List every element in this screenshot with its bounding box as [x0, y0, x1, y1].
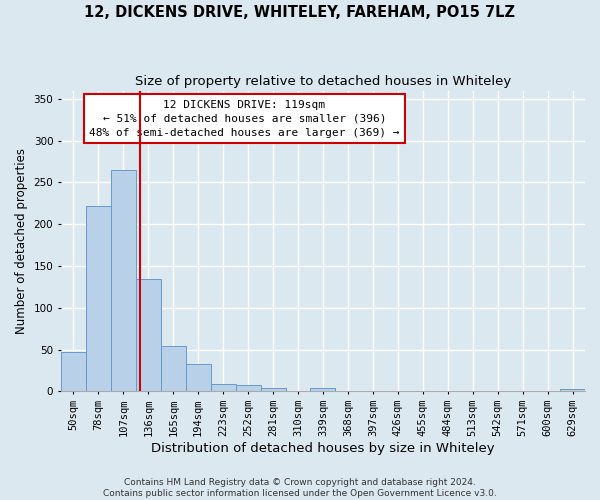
Bar	[211, 384, 236, 392]
Bar	[236, 386, 260, 392]
Text: 12 DICKENS DRIVE: 119sqm
← 51% of detached houses are smaller (396)
48% of semi-: 12 DICKENS DRIVE: 119sqm ← 51% of detach…	[89, 100, 400, 138]
Bar	[560, 389, 585, 392]
Bar	[61, 352, 86, 392]
Bar	[136, 278, 161, 392]
Text: Contains HM Land Registry data © Crown copyright and database right 2024.
Contai: Contains HM Land Registry data © Crown c…	[103, 478, 497, 498]
Bar	[86, 206, 111, 392]
Bar	[310, 388, 335, 392]
Y-axis label: Number of detached properties: Number of detached properties	[15, 148, 28, 334]
X-axis label: Distribution of detached houses by size in Whiteley: Distribution of detached houses by size …	[151, 442, 495, 455]
Bar	[111, 170, 136, 392]
Bar	[161, 346, 186, 392]
Bar	[186, 364, 211, 392]
Bar	[260, 388, 286, 392]
Text: 12, DICKENS DRIVE, WHITELEY, FAREHAM, PO15 7LZ: 12, DICKENS DRIVE, WHITELEY, FAREHAM, PO…	[85, 5, 515, 20]
Title: Size of property relative to detached houses in Whiteley: Size of property relative to detached ho…	[135, 75, 511, 88]
